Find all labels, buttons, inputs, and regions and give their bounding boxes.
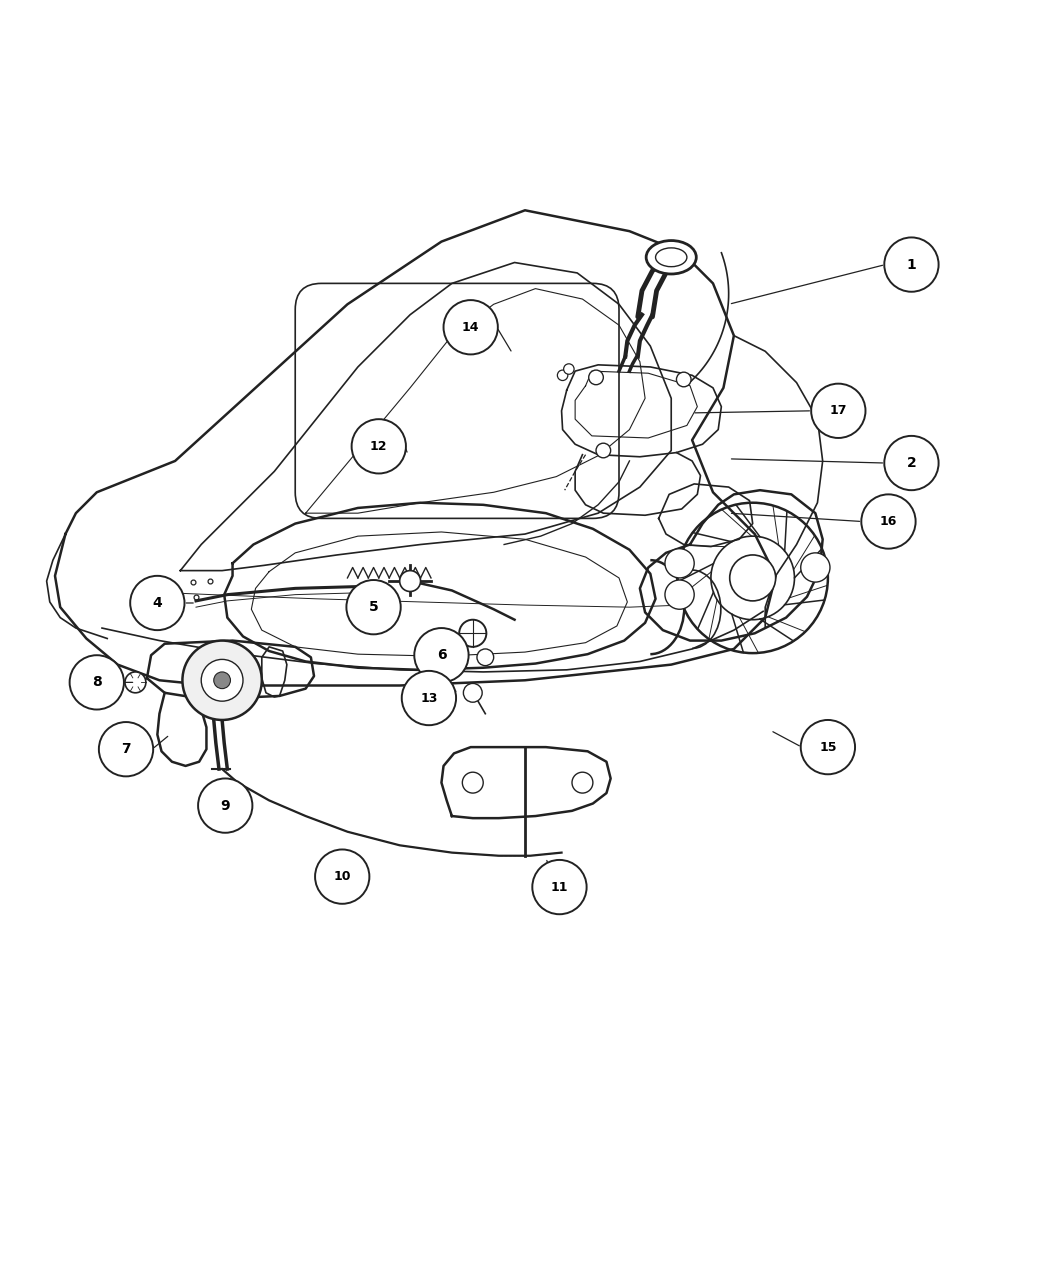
Circle shape (532, 859, 587, 914)
Circle shape (572, 773, 593, 793)
Circle shape (884, 238, 939, 291)
Circle shape (665, 580, 694, 609)
Circle shape (443, 300, 498, 355)
Ellipse shape (646, 240, 696, 275)
Circle shape (861, 494, 916, 549)
Circle shape (676, 372, 691, 387)
Circle shape (589, 370, 604, 384)
Text: 5: 5 (369, 600, 378, 614)
Circle shape (99, 722, 153, 776)
Circle shape (346, 580, 401, 635)
Text: 11: 11 (550, 881, 568, 894)
Circle shape (564, 364, 574, 374)
Circle shape (202, 659, 243, 701)
Text: 1: 1 (906, 258, 917, 272)
Circle shape (884, 435, 939, 490)
Text: 7: 7 (121, 742, 131, 756)
Circle shape (198, 779, 252, 833)
Text: 13: 13 (420, 692, 438, 705)
Circle shape (463, 683, 482, 702)
Circle shape (558, 370, 568, 381)
Circle shape (477, 649, 493, 665)
Circle shape (596, 443, 611, 458)
Text: 14: 14 (462, 321, 480, 333)
Text: 15: 15 (819, 741, 837, 753)
Text: 9: 9 (220, 798, 230, 812)
Circle shape (125, 672, 146, 693)
Text: 6: 6 (437, 649, 446, 663)
Text: 4: 4 (152, 596, 163, 610)
Circle shape (812, 383, 865, 438)
Circle shape (801, 553, 830, 582)
Text: 12: 12 (370, 439, 387, 453)
Circle shape (402, 670, 456, 725)
Text: 16: 16 (880, 515, 897, 527)
Circle shape (400, 571, 421, 591)
Circle shape (801, 720, 855, 774)
Circle shape (730, 555, 776, 601)
Circle shape (183, 641, 261, 720)
Circle shape (459, 619, 486, 647)
Text: 10: 10 (334, 870, 351, 884)
Circle shape (415, 628, 468, 682)
Circle shape (462, 773, 483, 793)
Text: 17: 17 (830, 405, 847, 418)
Text: 2: 2 (906, 456, 917, 470)
Circle shape (665, 549, 694, 578)
Text: 8: 8 (92, 676, 102, 690)
Circle shape (69, 655, 124, 710)
Circle shape (214, 672, 230, 688)
Circle shape (315, 849, 370, 904)
Circle shape (352, 419, 406, 474)
Circle shape (130, 576, 185, 630)
